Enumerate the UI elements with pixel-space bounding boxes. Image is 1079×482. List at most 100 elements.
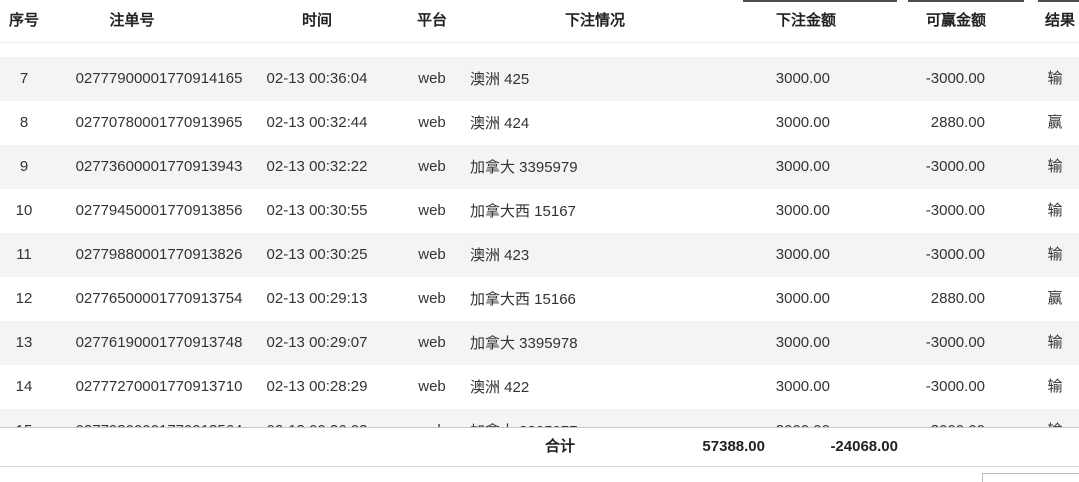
top-border-segment [1038,0,1079,2]
bet-amount-cell: 3000.00 [650,409,830,427]
bet-detail-line1: 加拿大 3395977 [470,410,655,427]
time-cell: 02-13 00:32:44 [266,114,368,131]
top-border-segment [743,0,897,2]
bet-detail-cell: 小 @1.96 [470,43,655,88]
bet-amount-cell: 3000.00 [775,378,830,395]
win-amount-cell: 2880.00 [930,114,985,131]
platform-cell: web [418,378,446,395]
serial-cell: 9 [19,158,29,175]
bet-number-cell: 02770780001770913965 [75,114,243,131]
serial-cell: 14 [15,378,33,395]
serial-cell: 8 [19,114,29,131]
totals-row: 合计 57388.00 -24068.00 [0,427,1079,467]
bet-detail-line1: 澳洲 424 [470,115,530,132]
column-header-result: 结果 [1044,12,1075,29]
time-cell: 02-13 00:28:29 [266,378,368,395]
bet-number-cell: 02773600001770913943 [75,158,243,175]
bet-detail-cell: 加拿大西 15166 大 @1.96 [470,277,655,352]
bet-number-cell: 02777270001770913710 [75,378,243,395]
table-row: 12 02776500001770913754 02-13 00:29:13 w… [0,277,1079,352]
bet-number-cell: 02776190001770913748 [75,334,243,351]
result-cell: 输 [1047,202,1063,219]
table-row: 7 02777900001770914165 02-13 00:36:04 we… [0,57,1079,132]
platform-cell: web [418,114,446,131]
time-cell: 02-13 00:32:22 [266,158,368,175]
bet-detail-cell: 澳洲 423 大 @1.96 [470,233,655,308]
bet-number-cell: 02779450001770913856 [75,202,243,219]
totals-win-amount: -24068.00 [830,438,898,455]
bet-detail-line1: 加拿大 3395979 [470,159,578,176]
bet-amount-cell: 3000.00 [775,158,830,175]
time-cell: 02-13 00:30:25 [266,246,368,263]
column-header-bet-number: 注单号 [109,12,155,29]
column-header-bet-amount: 下注金额 [775,12,836,29]
page-size-select[interactable] [982,473,1079,482]
time-cell: 02-13 00:29:13 [266,290,368,307]
totals-label: 合计 [544,438,575,455]
table-row: 10 02779450001770913856 02-13 00:30:55 w… [0,189,1079,264]
platform-cell: web [384,409,480,427]
time-cell: 02-13 00:26:03 [262,409,372,427]
serial-cell: 11 [16,246,32,263]
bet-number-cell: 02776500001770913754 [75,290,243,307]
bet-amount-cell: 3000.00 [775,114,830,131]
bet-number-cell: 02777900001770914165 [75,70,243,87]
win-amount-cell: -3000.00 [925,334,985,351]
table-row: 11 02779880001770913826 02-13 00:30:25 w… [0,233,1079,308]
table-row: 13 02776190001770913748 02-13 00:29:07 w… [0,321,1079,396]
time-cell: 02-13 00:29:07 [266,334,368,351]
column-header-bet-detail: 下注情况 [564,12,625,29]
table-row: 15 02779300001770913564 02-13 00:26:03 w… [0,409,1079,427]
bet-detail-cell: 澳洲 422 小 @1.96 [470,365,655,427]
bet-detail-line1: 澳洲 425 [470,71,530,88]
win-amount-cell: -3000.00 [925,158,985,175]
bet-detail-line1: 加拿大西 15167 [470,203,576,220]
top-border-segment [908,0,1024,2]
win-amount-cell: -3000.00 [925,70,985,87]
column-header-win-amount: 可赢金额 [925,12,986,29]
table-body[interactable]: 小 @1.96 7 02777900001770914165 02-13 00:… [0,43,1079,427]
bet-detail-line1: 加拿大 3395978 [470,335,578,352]
result-cell: 赢 [1047,290,1063,307]
result-cell: 输 [1047,70,1063,87]
platform-cell: web [418,246,446,263]
bet-amount-cell: 3000.00 [775,246,830,263]
bet-amount-cell: 3000.00 [775,70,830,87]
bet-detail-line1: 澳洲 422 [470,379,530,396]
serial-cell: 10 [15,202,33,219]
win-amount-cell: -3000.00 [925,202,985,219]
bet-detail-cell: 加拿大 3395979 大 @1.96 [470,145,655,220]
platform-cell: web [418,202,446,219]
table-row: 8 02770780001770913965 02-13 00:32:44 we… [0,101,1079,176]
platform-cell: web [418,334,446,351]
serial-cell: 13 [15,334,33,351]
bet-detail-cell: 澳洲 425 小 @1.96 [470,57,655,132]
win-amount-cell: 2880.00 [930,290,985,307]
time-cell: 02-13 00:36:04 [266,70,368,87]
bet-amount-cell: 3000.00 [775,290,830,307]
result-cell: 输 [1047,158,1063,175]
time-cell: 02-13 00:30:55 [266,202,368,219]
win-amount-cell: -3000.00 [925,246,985,263]
column-header-time: 时间 [301,12,332,29]
serial-cell: 7 [19,70,29,87]
bet-detail-line1: 澳洲 423 [470,247,530,264]
bet-detail-cell: 澳洲 424 大 @1.96 [470,101,655,176]
result-cell: 输 [1047,246,1063,263]
table-row: 9 02773600001770913943 02-13 00:32:22 we… [0,145,1079,220]
bet-amount-cell: 3000.00 [775,334,830,351]
bet-number-cell: 02779880001770913826 [75,246,243,263]
result-cell: 输 [1025,409,1079,427]
bet-detail-cell: 加拿大西 15167 小 @1.96 [470,189,655,264]
table-row-partial-top: 小 @1.96 [0,43,1079,88]
result-cell: 输 [1047,378,1063,395]
bet-detail-cell: 加拿大 3395977 [470,409,655,427]
serial-cell: 12 [15,290,33,307]
bet-detail-cell: 加拿大 3395978 小 @1.96 [470,321,655,396]
column-header-serial: 序号 [8,12,39,29]
platform-cell: web [418,158,446,175]
table-row: 14 02777270001770913710 02-13 00:28:29 w… [0,365,1079,427]
result-cell: 输 [1047,334,1063,351]
bet-detail-line1: 加拿大西 15166 [470,291,576,308]
